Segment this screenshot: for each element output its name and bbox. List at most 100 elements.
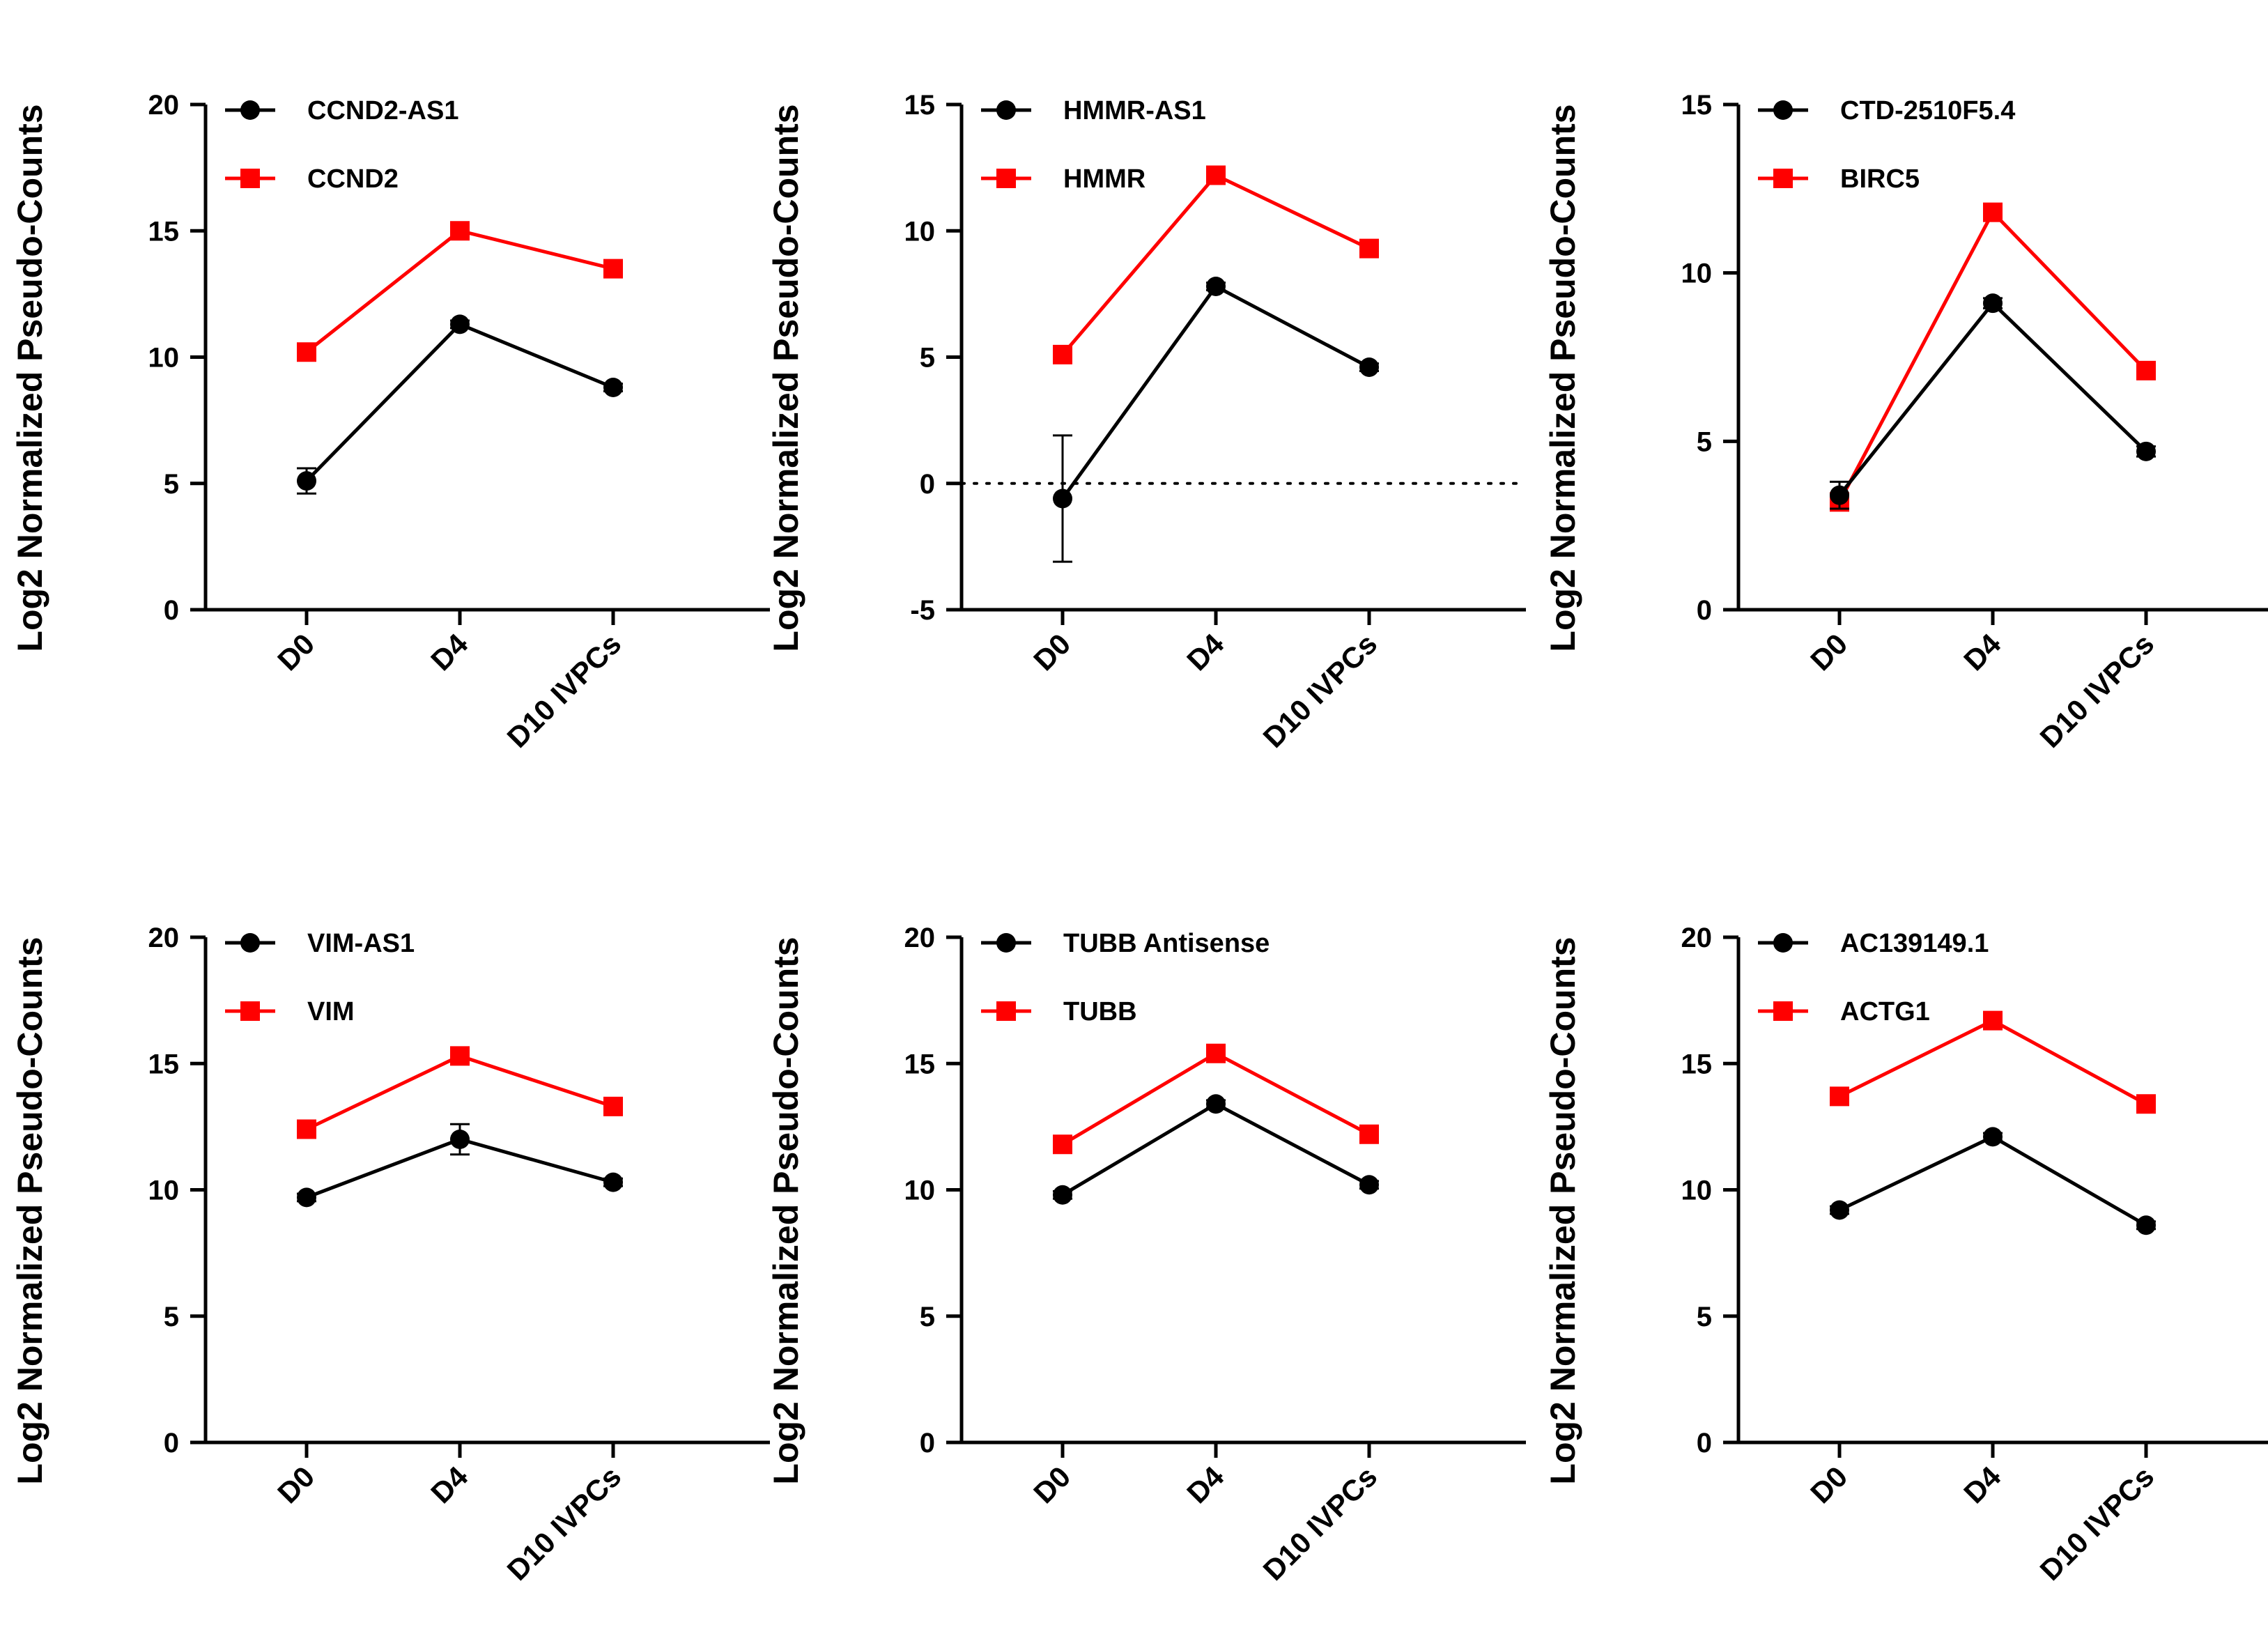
x-tick-label: D10 IVPCs xyxy=(2034,627,2161,754)
series-line-VIM xyxy=(305,1054,614,1131)
data-point-circle xyxy=(603,378,623,397)
legend-label: CCND2-AS1 xyxy=(307,96,458,125)
data-point-circle xyxy=(1206,1094,1226,1114)
data-point-square xyxy=(450,1046,470,1066)
x-tick-label: D4 xyxy=(1180,627,1231,677)
series-line-HMMR xyxy=(1061,173,1371,356)
data-point-circle xyxy=(603,1172,623,1192)
legend-label: TUBB xyxy=(1063,997,1137,1026)
data-point-square xyxy=(450,221,470,241)
data-point-square xyxy=(1983,1010,2003,1031)
legend-marker-circle xyxy=(240,100,260,120)
data-point-circle xyxy=(1053,488,1072,509)
y-tick-label: 5 xyxy=(164,469,179,500)
legend-label: HMMR-AS1 xyxy=(1063,96,1206,125)
y-tick-label: 10 xyxy=(1681,259,1713,289)
panel-3: Log2 Normalized Pseudo-Counts 0 5 10 15 D0 D4 D… xyxy=(1543,90,2268,754)
x-tick-label: D0 xyxy=(271,1460,321,1509)
x-tick-label: D0 xyxy=(1804,1460,1853,1509)
legend-label: HMMR xyxy=(1063,164,1145,194)
data-point-square xyxy=(1053,1134,1072,1155)
y-tick-label: 10 xyxy=(148,1176,180,1206)
panel-1: Log2 Normalized Pseudo-Counts 0 5 10 15 20 D0 D… xyxy=(10,90,770,754)
panel-5: Log2 Normalized Pseudo-Counts 0 5 10 15 20 D0 D… xyxy=(766,923,1526,1587)
legend-label: VIM xyxy=(307,997,355,1026)
legend-label: CCND2 xyxy=(307,164,399,194)
x-tick-label: D10 IVPCs xyxy=(1257,627,1384,754)
panel-2: Log2 Normalized Pseudo-Counts -5 0 5 10 15 D0 D… xyxy=(766,90,1527,754)
x-tick-label: D10 IVPCs xyxy=(501,1460,628,1587)
legend-marker-circle xyxy=(1773,933,1793,953)
y-tick-label: -5 xyxy=(910,595,935,626)
series-line-AC139149.1 xyxy=(1838,1134,2147,1227)
legend-label: CTD-2510F5.4 xyxy=(1840,96,2015,125)
data-point-square xyxy=(1830,1086,1849,1107)
x-tick-label: D0 xyxy=(271,627,321,677)
y-tick-label: 0 xyxy=(920,1428,935,1458)
legend-marker-square xyxy=(240,169,260,188)
series-line-BIRC5 xyxy=(1837,209,2147,503)
y-tick-label: 5 xyxy=(1697,426,1712,457)
x-tick-label: D4 xyxy=(424,627,475,677)
data-point-circle xyxy=(1359,1175,1379,1195)
data-point-square xyxy=(1983,202,2003,222)
data-point-circle xyxy=(1983,1127,2003,1147)
legend-marker-circle xyxy=(1773,100,1793,120)
legend-marker-circle xyxy=(240,933,260,953)
data-point-square xyxy=(1359,1124,1379,1144)
y-tick-label: 15 xyxy=(148,216,180,247)
y-axis-label: Log2 Normalized Pseudo-Counts xyxy=(1543,937,1582,1484)
x-tick-label: D0 xyxy=(1027,627,1077,677)
y-tick-label: 0 xyxy=(164,1428,179,1458)
data-point-circle xyxy=(1359,357,1379,377)
y-tick-label: 0 xyxy=(164,595,179,626)
data-point-square xyxy=(603,1096,623,1116)
x-tick-label: D0 xyxy=(1804,627,1853,677)
data-point-square xyxy=(1206,1043,1226,1063)
y-tick-label: 0 xyxy=(1697,595,1712,626)
y-axis-label: Log2 Normalized Pseudo-Counts xyxy=(10,104,49,652)
data-point-square xyxy=(297,1119,316,1139)
y-tick-label: 5 xyxy=(1697,1302,1712,1332)
y-tick-label: 0 xyxy=(920,469,935,500)
y-tick-label: 15 xyxy=(148,1049,180,1079)
y-tick-label: 20 xyxy=(148,923,180,953)
y-tick-label: 10 xyxy=(148,343,180,374)
legend-label: BIRC5 xyxy=(1840,164,1920,194)
y-tick-label: 20 xyxy=(904,923,936,953)
x-tick-label: D4 xyxy=(1957,1460,2007,1510)
legend-marker-square xyxy=(1773,1001,1793,1021)
legend-marker-square xyxy=(996,1001,1016,1021)
data-point-square xyxy=(1053,344,1072,364)
legend-marker-circle xyxy=(996,933,1016,953)
x-tick-label: D0 xyxy=(1027,1460,1077,1509)
y-tick-label: 15 xyxy=(1681,90,1713,121)
y-tick-label: 10 xyxy=(904,1176,936,1206)
data-point-square xyxy=(1359,238,1379,259)
y-tick-label: 0 xyxy=(1697,1428,1712,1458)
data-point-square xyxy=(2136,360,2156,380)
y-tick-label: 5 xyxy=(920,343,935,374)
data-point-circle xyxy=(297,1187,316,1208)
legend-marker-square xyxy=(240,1001,260,1021)
y-tick-label: 20 xyxy=(148,90,180,121)
legend-marker-circle xyxy=(996,100,1016,120)
legend-label: ACTG1 xyxy=(1840,997,1930,1026)
x-tick-label: D10 IVPCs xyxy=(1257,1460,1384,1587)
data-point-square xyxy=(2136,1094,2156,1114)
x-tick-label: D10 IVPCs xyxy=(501,627,628,754)
legend-marker-square xyxy=(1773,169,1793,188)
y-axis-label: Log2 Normalized Pseudo-Counts xyxy=(766,104,805,652)
data-point-square xyxy=(1206,165,1226,185)
y-tick-label: 20 xyxy=(1681,923,1713,953)
legend-label: AC139149.1 xyxy=(1840,929,1989,958)
data-point-circle xyxy=(1053,1185,1072,1205)
x-tick-label: D4 xyxy=(424,1460,475,1510)
legend-marker-square xyxy=(996,169,1016,188)
y-tick-label: 10 xyxy=(1681,1176,1713,1206)
y-tick-label: 15 xyxy=(1681,1049,1713,1079)
legend-label: VIM-AS1 xyxy=(307,929,415,958)
series-line-ACTG1 xyxy=(1838,1018,2147,1106)
data-point-square xyxy=(297,342,316,362)
x-tick-label: D4 xyxy=(1180,1460,1231,1510)
